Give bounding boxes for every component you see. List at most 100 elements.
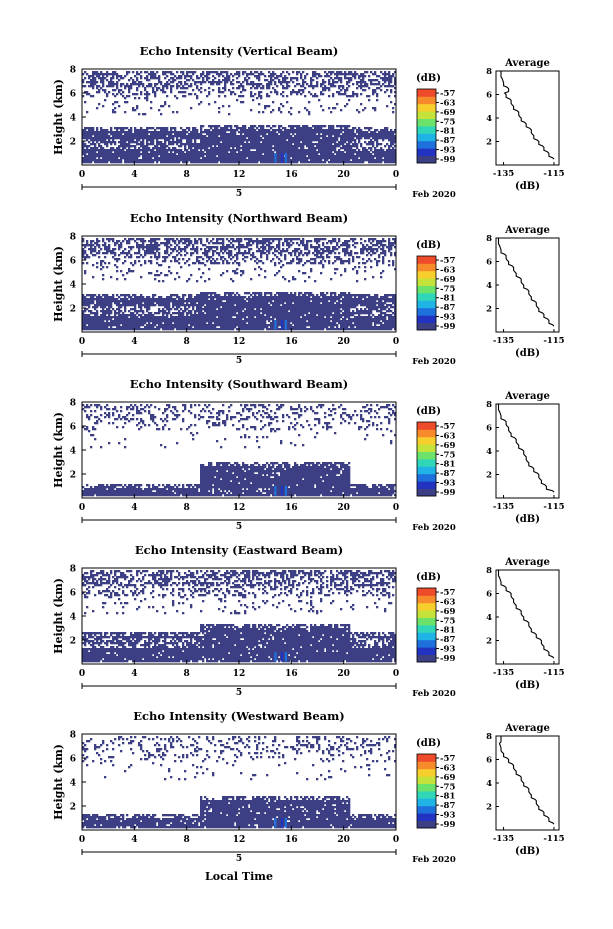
- echo-cell: [238, 159, 241, 162]
- echo-cell: [164, 250, 167, 253]
- echo-cell: [194, 161, 197, 164]
- echo-cell: [124, 111, 127, 114]
- echo-cell: [376, 151, 379, 154]
- echo-cell: [200, 73, 203, 76]
- echo-cell: [124, 135, 127, 138]
- echo-cell: [292, 153, 295, 156]
- echo-cell: [312, 125, 315, 128]
- echo-cell: [352, 93, 355, 96]
- echo-cell: [250, 157, 253, 160]
- colorbar-segment: [417, 118, 436, 127]
- echo-cell: [248, 137, 251, 140]
- echo-cell: [282, 133, 285, 136]
- echo-cell: [134, 300, 137, 303]
- echo-cell: [258, 153, 261, 156]
- echo-cell: [360, 137, 363, 140]
- echo-cell: [92, 276, 95, 279]
- echo-cell: [150, 300, 153, 303]
- echo-cell: [190, 312, 193, 315]
- echo-cell: [196, 308, 199, 311]
- echo-cell: [166, 153, 169, 156]
- echo-cell: [348, 137, 351, 140]
- echo-cell: [312, 149, 315, 152]
- echo-cell: [296, 71, 299, 74]
- echo-cell: [124, 157, 127, 160]
- echo-cell: [164, 324, 167, 327]
- echo-cell: [140, 324, 143, 327]
- echo-cell: [336, 155, 339, 158]
- echo-cell: [126, 294, 129, 297]
- echo-cell: [278, 125, 281, 128]
- echo-cell: [294, 131, 297, 134]
- echo-cell: [320, 149, 323, 152]
- echo-cell: [100, 129, 103, 132]
- echo-cell: [136, 93, 139, 96]
- echo-cell: [150, 71, 153, 74]
- echo-cell: [144, 316, 147, 319]
- echo-cell: [114, 135, 117, 138]
- echo-cell: [108, 141, 111, 144]
- echo-cell: [378, 159, 381, 162]
- echo-cell: [388, 81, 391, 84]
- echo-cell: [152, 131, 155, 134]
- echo-cell: [304, 133, 307, 136]
- echo-cell: [128, 268, 131, 271]
- echo-cell: [194, 304, 197, 307]
- echo-cell: [284, 151, 287, 154]
- echo-cell: [166, 81, 169, 84]
- echo-cell: [316, 153, 319, 156]
- echo-cell: [88, 322, 91, 325]
- echo-cell: [280, 135, 283, 138]
- echo-cell: [240, 159, 243, 162]
- echo-cell: [222, 133, 225, 136]
- echo-cell: [182, 73, 185, 76]
- echo-cell: [212, 83, 215, 86]
- echo-cell: [158, 324, 161, 327]
- echo-cell: [394, 155, 397, 158]
- echo-cell: [124, 159, 127, 162]
- echo-cell: [208, 326, 211, 329]
- echo-cell: [190, 157, 193, 160]
- echo-cell: [178, 262, 181, 265]
- echo-cell: [270, 135, 273, 138]
- echo-cell: [170, 326, 173, 329]
- echo-cell: [86, 242, 89, 245]
- echo-cell: [110, 149, 113, 152]
- echo-cell: [136, 246, 139, 249]
- echo-cell: [102, 81, 105, 84]
- echo-cell: [138, 73, 141, 76]
- echo-cell: [144, 252, 147, 255]
- echo-cell: [98, 151, 101, 154]
- echo-cell: [180, 131, 183, 134]
- echo-cell: [198, 260, 201, 263]
- echo-cell: [110, 276, 113, 279]
- echo-cell: [100, 131, 103, 134]
- echo-cell: [340, 141, 343, 144]
- echo-cell: [132, 328, 135, 331]
- echo-cell: [376, 135, 379, 138]
- echo-cell: [194, 326, 197, 329]
- echo-cell: [86, 314, 89, 317]
- echo-cell: [182, 242, 185, 245]
- echo-cell: [182, 161, 185, 164]
- echo-cell: [146, 151, 149, 154]
- echo-cell: [286, 141, 289, 144]
- echo-cell: [176, 306, 179, 309]
- echo-cell: [266, 139, 269, 142]
- echo-cell: [122, 155, 125, 158]
- echo-cell: [86, 300, 89, 303]
- echo-cell: [198, 302, 201, 305]
- echo-cell: [224, 161, 227, 164]
- echo-cell: [390, 135, 393, 138]
- echo-cell: [242, 125, 245, 128]
- echo-spike: [274, 153, 277, 163]
- echo-cell: [188, 328, 191, 331]
- echo-cell: [204, 153, 207, 156]
- echo-cell: [386, 159, 389, 162]
- echo-cell: [250, 151, 253, 154]
- echo-cell: [374, 71, 377, 74]
- echo-cell: [384, 81, 387, 84]
- echo-cell: [116, 316, 119, 319]
- echo-cell: [214, 302, 217, 305]
- echo-cell: [282, 157, 285, 160]
